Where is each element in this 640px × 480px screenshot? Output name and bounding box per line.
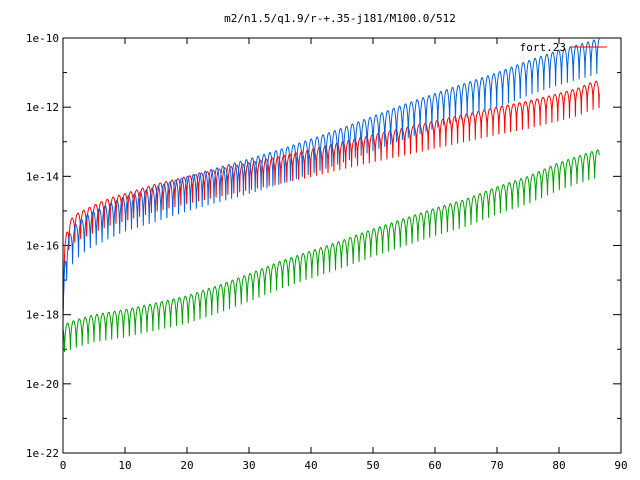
x-tick-label: 50 <box>366 459 379 472</box>
axis-ticks: 0 10 20 30 40 50 60 70 80 90 1e-22 1e-20 1e-18 1e-16 1… <box>26 32 628 472</box>
x-tick-label: 70 <box>490 459 503 472</box>
y-tick-label: 1e-10 <box>26 32 59 45</box>
y-tick-label: 1e-18 <box>26 309 59 322</box>
plot-frame <box>62 37 622 454</box>
legend: fort.23 <box>520 41 607 54</box>
y-tick-label: 1e-20 <box>26 378 59 391</box>
series-layer <box>62 38 600 353</box>
x-tick-label: 90 <box>614 459 627 472</box>
series-line-1 <box>62 38 600 316</box>
y-tick-label: 1e-14 <box>26 170 59 183</box>
y-tick-label: 1e-16 <box>26 240 59 253</box>
x-tick-label: 0 <box>60 459 67 472</box>
x-tick-label: 60 <box>428 459 441 472</box>
x-tick-label: 40 <box>304 459 317 472</box>
x-tick-label: 80 <box>552 459 565 472</box>
x-tick-label: 10 <box>118 459 131 472</box>
x-tick-label: 30 <box>242 459 255 472</box>
legend-label: fort.23 <box>520 41 566 54</box>
chart-title: m2/n1.5/q1.9/r-+.35-j181/M100.0/512 <box>224 12 456 25</box>
series-line-2 <box>62 149 600 353</box>
y-tick-label: 1e-12 <box>26 101 59 114</box>
y-tick-label: 1e-22 <box>26 447 59 460</box>
x-tick-label: 20 <box>180 459 193 472</box>
